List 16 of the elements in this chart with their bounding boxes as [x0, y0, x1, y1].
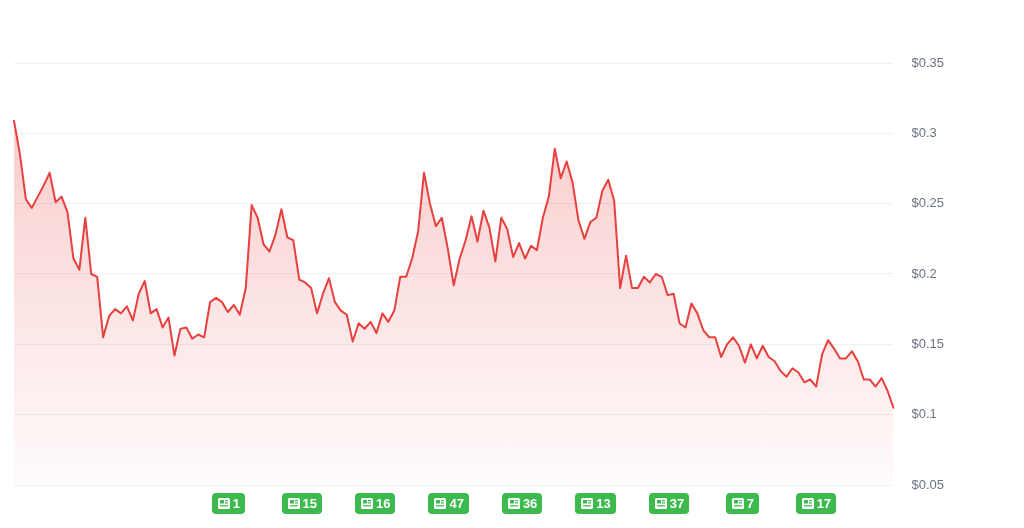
news-badge: 47 — [428, 493, 469, 514]
y-tick-label: $0.15 — [911, 335, 945, 351]
y-tick-label: $0.3 — [911, 124, 937, 140]
news-badge: 17 — [795, 493, 837, 514]
news-badge: 1 — [211, 493, 245, 514]
news-badge: 7 — [725, 493, 759, 514]
y-tick-label: $0.1 — [911, 406, 937, 422]
news-badge: 37 — [648, 493, 690, 514]
y-tick-label: $0.25 — [911, 195, 945, 211]
y-tick-label: $0.2 — [911, 265, 937, 281]
y-tick-label: $0.05 — [911, 476, 945, 492]
y-tick-label: $0.35 — [911, 54, 945, 70]
news-badge: 16 — [355, 493, 396, 514]
news-badge: 36 — [501, 493, 543, 514]
news-badge: 13 — [575, 493, 616, 514]
news-badge: 15 — [281, 493, 323, 514]
